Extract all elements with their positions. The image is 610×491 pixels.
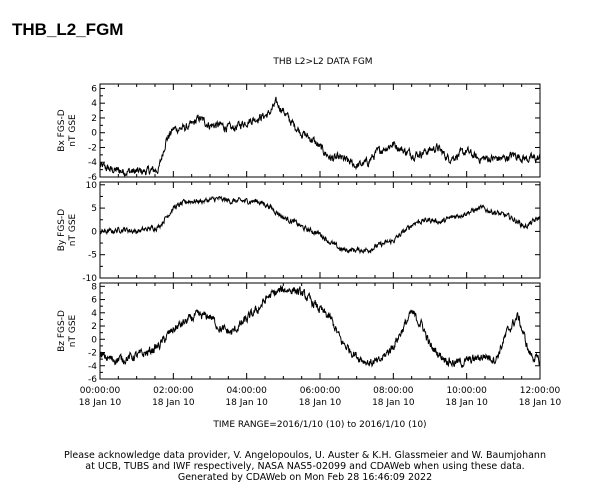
y-tick-label: 4 — [91, 309, 97, 319]
ack-line-1: Please acknowledge data provider, V. Ang… — [64, 450, 546, 461]
x-tick-label: 00:00:00 — [80, 386, 121, 396]
generated-line: Generated by CDAWeb on Mon Feb 28 16:46:… — [177, 472, 433, 483]
x-tick-label: 04:00:00 — [226, 386, 267, 396]
x-tick-date: 18 Jan 10 — [79, 398, 122, 408]
series-line — [99, 96, 541, 178]
panel-frame — [99, 282, 541, 380]
x-tick-date: 18 Jan 10 — [225, 398, 268, 408]
y-tick-label: 2 — [91, 114, 97, 124]
ack-line-2: at UCB, TUBS and IWF respectively, NASA … — [85, 461, 525, 472]
page-title: THB_L2_FGM — [12, 20, 124, 39]
y-axis-label: Bz FGS-D — [57, 310, 67, 352]
y-axis-unit: nT GSE — [68, 314, 78, 347]
series-line — [99, 285, 541, 368]
y-axis-unit: nT GSE — [68, 213, 78, 246]
x-tick-label: 08:00:00 — [373, 386, 414, 396]
panel-3: -6 -4 -2 0 2 4 6 8 Bz FGS-D nT GSE — [57, 282, 541, 385]
y-tick-label: -2 — [88, 143, 97, 153]
series-line — [99, 195, 541, 255]
y-tick-label: -6 — [88, 173, 97, 183]
y-tick-label: 8 — [91, 282, 97, 292]
y-tick-label: -4 — [88, 158, 97, 168]
y-axis-label: Bx FGS-D — [57, 109, 67, 151]
x-tick-label: 06:00:00 — [300, 386, 341, 396]
time-range-label: TIME RANGE=2016/1/10 (10) to 2016/1/10 (… — [212, 420, 426, 430]
y-tick-label: -4 — [88, 362, 97, 372]
y-tick-label: -2 — [88, 349, 97, 359]
x-tick-label: 10:00:00 — [446, 386, 487, 396]
y-tick-label: -10 — [82, 274, 97, 284]
y-tick-label: 2 — [91, 322, 97, 332]
y-tick-label: -6 — [88, 375, 97, 385]
y-tick-label: 10 — [86, 181, 98, 191]
x-tick-label: 02:00:00 — [153, 386, 194, 396]
x-tick-label: 12:00:00 — [520, 386, 561, 396]
y-tick-label: 6 — [91, 296, 97, 306]
x-tick-date: 18 Jan 10 — [519, 398, 562, 408]
x-tick-date: 18 Jan 10 — [445, 398, 488, 408]
y-tick-label: 4 — [91, 99, 97, 109]
y-tick-label: 6 — [91, 84, 97, 94]
y-tick-label: 0 — [91, 335, 97, 345]
x-tick-date: 18 Jan 10 — [299, 398, 342, 408]
panel-frame — [99, 181, 541, 279]
panel-1: -6 -4 -2 0 2 4 6 Bx FGS-D nT GSE — [57, 83, 541, 183]
panel-2: -10 -5 0 5 10 By FGS-D nT GSE — [57, 181, 541, 284]
chart-title: THB L2>L2 DATA FGM — [272, 57, 372, 67]
panel-frame — [99, 83, 541, 178]
y-tick-label: 5 — [91, 204, 97, 214]
y-axis-unit: nT GSE — [68, 114, 78, 147]
x-axis: 00:00:00 18 Jan 10 02:00:00 18 Jan 10 04:00:… — [79, 386, 562, 408]
y-tick-label: 0 — [91, 227, 97, 237]
x-tick-date: 18 Jan 10 — [152, 398, 195, 408]
y-tick-label: 0 — [91, 129, 97, 139]
x-tick-date: 18 Jan 10 — [372, 398, 415, 408]
y-axis-label: By FGS-D — [57, 209, 67, 251]
y-tick-label: -5 — [88, 251, 97, 261]
